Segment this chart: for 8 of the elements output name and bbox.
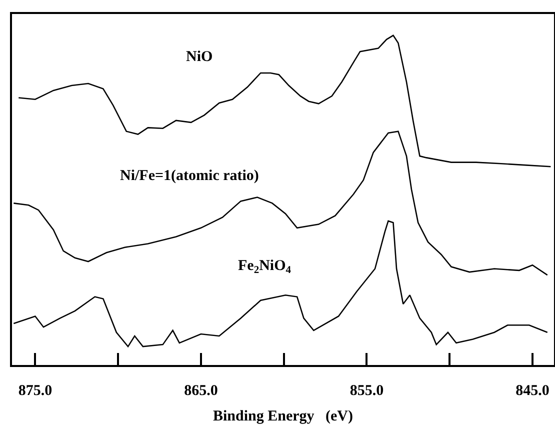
x-tick-label: 855.0 bbox=[350, 383, 384, 399]
text: NiO bbox=[186, 49, 213, 65]
x-axis-title: Binding Energy (eV) bbox=[212, 408, 354, 424]
x-tick-label: 875.0 bbox=[18, 383, 52, 399]
series-label: Fe$_{2}$NiO$_{4}$ bbox=[238, 258, 292, 276]
x-tick-label: 865.0 bbox=[184, 383, 218, 399]
x-tick-label: 845.0 bbox=[516, 383, 550, 399]
series-label: Ni/Fe=1(atomic ratio) bbox=[120, 168, 259, 184]
